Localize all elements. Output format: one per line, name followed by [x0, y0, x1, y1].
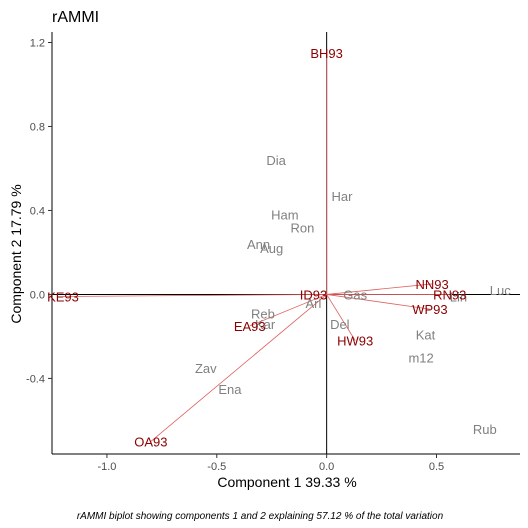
x-axis-title: Component 1 39.33 %	[217, 474, 356, 490]
y-axis-title: Component 2 17.79 %	[8, 184, 24, 323]
genotype-label: Dia	[266, 153, 286, 168]
genotype-label: Har	[332, 189, 354, 204]
genotype-label: Rub	[473, 422, 497, 437]
environment-label: KE93	[47, 290, 79, 305]
environment-label: HW93	[337, 334, 373, 349]
genotype-label: Kar	[255, 317, 276, 332]
genotype-label: Aug	[260, 241, 283, 256]
environment-vector	[150, 294, 327, 442]
environment-vector	[62, 294, 327, 297]
genotype-label: Reb	[251, 306, 275, 321]
genotype-label: Ann	[247, 237, 270, 252]
genotype-label: Arl	[306, 296, 322, 311]
y-tick-label: 0.0	[30, 289, 45, 301]
genotype-label: Ena	[218, 382, 242, 397]
chart-caption: rAMMI biplot showing components 1 and 2 …	[77, 511, 444, 522]
environment-label: NN93	[415, 277, 448, 292]
x-axis-ticks: -1.0 -0.5 0.0 0.5	[97, 454, 444, 473]
environment-label: RN93	[433, 287, 466, 302]
environment-vector	[249, 294, 327, 327]
genotype-label: Zav	[195, 361, 217, 376]
x-tick-label: -1.0	[97, 461, 116, 473]
genotype-label: m12	[408, 350, 433, 365]
environment-vector	[326, 294, 430, 310]
x-tick-label: -0.5	[207, 461, 226, 473]
environment-label: WP93	[412, 302, 447, 317]
environment-label: EA93	[234, 319, 266, 334]
genotype-label: Luc	[490, 283, 511, 298]
chart-title: rAMMI	[52, 9, 99, 26]
environment-label: BH93	[310, 46, 343, 61]
x-tick-label: 0.0	[319, 461, 334, 473]
genotype-label: Gas	[343, 287, 367, 302]
genotype-label: Del	[330, 317, 350, 332]
x-tick-label: 0.5	[429, 461, 444, 473]
genotype-label: Lin	[450, 290, 467, 305]
y-axis-ticks: -0.4 0.0 0.4 0.8 1.2	[26, 37, 52, 385]
environment-label: ID93	[300, 287, 327, 302]
genotype-label: Ham	[271, 208, 298, 223]
y-tick-label: 0.4	[30, 205, 45, 217]
y-tick-label: 1.2	[30, 37, 45, 49]
y-tick-label: 0.8	[30, 121, 45, 133]
y-tick-label: -0.4	[26, 373, 45, 385]
environment-vector	[326, 294, 356, 341]
environment-vector	[326, 283, 433, 295]
genotype-label: Kat	[416, 327, 436, 342]
environment-label: OA93	[134, 434, 167, 449]
genotype-label: Ron	[291, 220, 315, 235]
